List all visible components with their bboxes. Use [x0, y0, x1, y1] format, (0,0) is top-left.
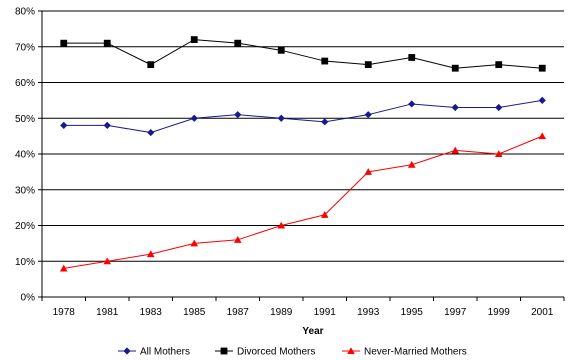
data-point-triangle	[146, 250, 155, 258]
data-point-square	[220, 347, 228, 355]
data-point-diamond	[451, 103, 459, 112]
series-line	[63, 99, 543, 134]
y-tick-label: 0%	[21, 293, 36, 304]
data-point-diamond	[60, 121, 68, 129]
data-point-triangle	[538, 132, 547, 140]
data-point-square	[190, 36, 198, 43]
series-layer	[59, 36, 547, 272]
series-line	[63, 39, 543, 69]
series-line	[63, 135, 543, 269]
x-tick-label: 1987	[227, 307, 250, 318]
x-tick-label: 1989	[270, 307, 293, 318]
x-tick-label: 1993	[357, 307, 380, 318]
data-point-diamond	[103, 121, 111, 129]
data-point-square	[103, 39, 111, 47]
data-point-square	[234, 39, 242, 47]
y-tick-label: 10%	[15, 257, 35, 268]
y-tick-label: 30%	[15, 185, 35, 196]
data-point-triangle	[277, 221, 286, 229]
data-point-square	[277, 46, 285, 54]
x-tick-label: 1978	[53, 307, 76, 318]
data-point-triangle	[190, 239, 199, 247]
data-point-diamond	[234, 111, 242, 119]
x-tick-label: 1997	[444, 307, 467, 318]
data-point-diamond	[147, 128, 155, 137]
legend-label: All Mothers	[140, 347, 190, 358]
series-all-mothers	[60, 96, 546, 137]
x-tick-label: 1985	[183, 307, 206, 318]
x-tick-label: 2001	[531, 307, 554, 318]
y-tick-label: 50%	[15, 114, 35, 125]
x-tick-label: 1995	[401, 307, 424, 318]
data-point-triangle	[451, 146, 460, 154]
legend-label: Divorced Mothers	[237, 347, 315, 358]
y-tick-label: 70%	[15, 42, 35, 53]
data-point-square	[147, 61, 155, 69]
x-tick-label: 1983	[140, 307, 163, 318]
x-axis-ticks: 1978 1981 1983 1985 1987 1989 1991 1993 1995 1997…	[41, 297, 565, 318]
x-tick-label: 1999	[488, 307, 511, 318]
x-tick-label: 1991	[314, 307, 337, 318]
data-point-diamond	[495, 103, 503, 112]
data-point-diamond	[321, 118, 329, 126]
data-point-square	[60, 39, 68, 47]
data-point-triangle	[320, 210, 329, 218]
data-point-square	[321, 57, 329, 65]
y-axis-ticks: 0% 10% 20% 30% 40% 50% 60% 70% 80%	[15, 7, 42, 304]
legend-item-divorced-mothers: Divorced Mothers	[215, 347, 315, 358]
data-point-triangle	[364, 168, 373, 175]
y-tick-label: 60%	[15, 78, 35, 89]
data-point-square	[364, 61, 372, 69]
series-divorced-mothers	[60, 36, 546, 72]
y-tick-label: 40%	[15, 150, 35, 161]
data-point-triangle	[407, 160, 416, 168]
series-never-married-mothers	[59, 132, 547, 272]
legend-item-all-mothers: All Mothers	[118, 347, 190, 358]
data-point-square	[451, 64, 459, 72]
data-point-diamond	[190, 114, 198, 122]
y-tick-label: 20%	[15, 221, 35, 232]
legend-item-never-married-mothers: Never-Married Mothers	[342, 347, 467, 358]
y-tick-label: 80%	[15, 7, 35, 18]
data-point-triangle	[103, 257, 112, 265]
data-point-triangle	[347, 347, 355, 355]
legend: All Mothers Divorced Mothers Never-Married…	[118, 347, 467, 358]
x-tick-label: 1981	[96, 307, 119, 318]
data-point-diamond	[277, 114, 285, 122]
data-point-triangle	[59, 264, 68, 272]
data-point-diamond	[123, 347, 131, 355]
gridlines	[42, 10, 564, 262]
x-axis-label: Year	[302, 326, 323, 337]
data-point-triangle	[494, 150, 503, 158]
data-point-diamond	[364, 111, 372, 119]
data-point-diamond	[408, 100, 416, 108]
legend-label: Never-Married Mothers	[364, 347, 467, 358]
data-point-diamond	[538, 96, 546, 104]
data-point-square	[495, 61, 503, 69]
data-point-square	[538, 64, 546, 72]
data-point-triangle	[233, 236, 242, 243]
data-point-square	[408, 54, 416, 61]
